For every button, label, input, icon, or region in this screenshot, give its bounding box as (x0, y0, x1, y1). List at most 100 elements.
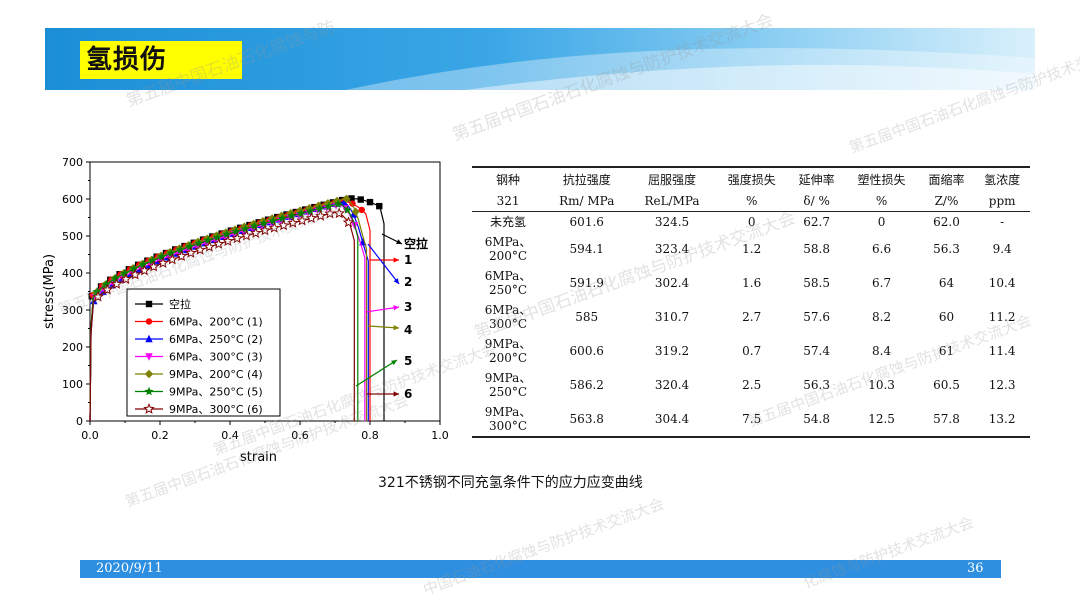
table-cell: 57.4 (803, 344, 830, 358)
stress-strain-chart: 0.0 0.2 0.4 0.6 0.8 1.0 0 100 200 300 400 500 600 700… (42, 156, 449, 465)
properties-table-wrapper: 钢种 抗拉强度 屈服强度 强度损失 延伸率 塑性损失 面缩率 氢浓度 321 R… (472, 166, 1030, 438)
table-cell: 58.5 (803, 276, 830, 290)
annotation-label: 5 (404, 354, 412, 368)
table-cell: 6.7 (872, 276, 892, 290)
table-cell: 2.7 (742, 310, 762, 324)
annotation-arrowhead (393, 305, 399, 311)
data-point-marker (92, 290, 104, 302)
table-header-cell: 321 (472, 190, 545, 212)
data-point-marker (111, 273, 120, 283)
legend-marker (145, 353, 153, 361)
table-cell-condition: 6MPa、 200°C (472, 232, 544, 266)
condition-pressure: 6MPa、 (484, 269, 532, 283)
x-tick-label: 0.4 (221, 429, 239, 442)
annotation-label: 6 (404, 387, 412, 401)
title-highlight (80, 41, 242, 79)
data-point-marker (157, 252, 167, 261)
annotation-label: 1 (404, 253, 412, 267)
table-row: 未充氢 601.6 324.5 0 62.7 0 62.0 - (472, 212, 1030, 233)
data-point-marker (376, 202, 383, 210)
table-header-cell: 抗拉强度 (544, 166, 630, 190)
table-cell: 13.2 (974, 402, 1030, 438)
data-point-marker (324, 207, 336, 219)
y-tick-label: 400 (62, 267, 83, 280)
table-row: 9MPa、 300°C 563.8 304.4 7.5 54.8 12.5 57.… (472, 402, 1030, 438)
x-tick-label: 0.6 (291, 429, 309, 442)
table-header-cell: Rm/ MPa (544, 190, 630, 212)
table-cell: 1.2 (742, 242, 762, 256)
table-cell: 1.6 (742, 276, 762, 290)
table-cell-condition: 未充氢 (490, 215, 527, 229)
table-cell: 11.4 (988, 344, 1016, 358)
x-tick-label: 0.8 (361, 429, 379, 442)
data-point-marker (357, 196, 364, 203)
annotation-arrowhead (393, 278, 399, 284)
condition-pressure: 9MPa、 (484, 371, 532, 385)
data-point-marker (101, 279, 111, 289)
table-cell: 8.2 (872, 310, 892, 324)
table-cell: 56.3 (803, 378, 830, 392)
y-tick-label: 500 (62, 230, 83, 243)
table-cell: 0 (747, 215, 756, 229)
annotation-label: 4 (404, 323, 412, 337)
legend-marker (145, 300, 153, 308)
annotation-label: 3 (404, 300, 412, 314)
data-point-marker (324, 201, 334, 211)
data-point-marker (315, 204, 325, 213)
data-point-marker (138, 264, 151, 276)
data-point-marker (147, 260, 160, 272)
legend-box (126, 288, 281, 417)
y-tick-label: 0 (76, 415, 83, 428)
data-point-marker (231, 227, 241, 236)
data-point-marker (110, 278, 123, 289)
table-cell: 594.1 (569, 242, 604, 256)
data-point-marker (305, 206, 315, 215)
table-cell: 586.2 (569, 378, 604, 392)
condition-temperature: 300°C (488, 317, 528, 331)
table-cell: 61 (938, 344, 955, 358)
legend-label: 空拉 (169, 297, 191, 311)
table-cell: 320.4 (654, 378, 690, 392)
table-cell: 7.5 (714, 402, 789, 438)
legend-marker (145, 334, 153, 343)
data-point-marker (203, 235, 213, 245)
legend-marker (144, 369, 154, 379)
data-point-marker (351, 207, 360, 216)
data-point-marker (166, 253, 178, 265)
data-point-marker (268, 216, 278, 225)
data-point-marker (340, 198, 348, 206)
x-tick-label: 0.0 (81, 429, 99, 442)
data-point-marker (268, 221, 280, 233)
y-tick-label: 300 (62, 304, 83, 317)
data-point-marker (259, 224, 271, 236)
data-point-marker (231, 232, 243, 244)
data-point-marker (305, 212, 318, 224)
data-point-marker (213, 232, 222, 242)
legend-label: 9MPa、200°C (4) (169, 368, 263, 381)
table-header-cell: 面缩率 (918, 166, 975, 190)
table-cell-condition: 6MPa、 250°C (472, 266, 544, 300)
data-point-marker (287, 211, 297, 220)
page-title: 氢损伤 (86, 45, 168, 75)
table-cell: 319.2 (654, 344, 690, 358)
table-header-row-2: 321 Rm/ MPa ReL/MPa % δ/ % % Z/% ppm (472, 190, 1030, 212)
annotation-arrowhead (391, 360, 397, 366)
table-cell: 0 (877, 215, 886, 229)
annotation-arrow (365, 306, 400, 313)
table-cell: 58.8 (803, 242, 830, 256)
table-cell: 11.2 (988, 310, 1016, 324)
table-cell: 57.8 (918, 402, 975, 438)
table-cell: 302.4 (654, 276, 690, 290)
table-cell-condition: 9MPa、 300°C (472, 402, 545, 438)
data-point-marker (240, 229, 253, 241)
table-header-cell: Z/% (918, 190, 975, 212)
table-row: 6MPa、 300°C 585 310.7 2.7 57.6 8.2 60 11.… (472, 300, 1030, 334)
data-point-marker (120, 273, 132, 285)
table-cell: 12.5 (844, 402, 919, 438)
table-header-cell: 氢浓度 (974, 166, 1030, 190)
table-row: 9MPa、 200°C 600.6 319.2 0.7 57.4 8.4 61 1… (472, 334, 1030, 368)
data-point-marker (129, 264, 139, 273)
condition-temperature: 200°C (488, 249, 528, 263)
data-point-marker (287, 216, 299, 228)
data-point-marker (240, 224, 250, 233)
